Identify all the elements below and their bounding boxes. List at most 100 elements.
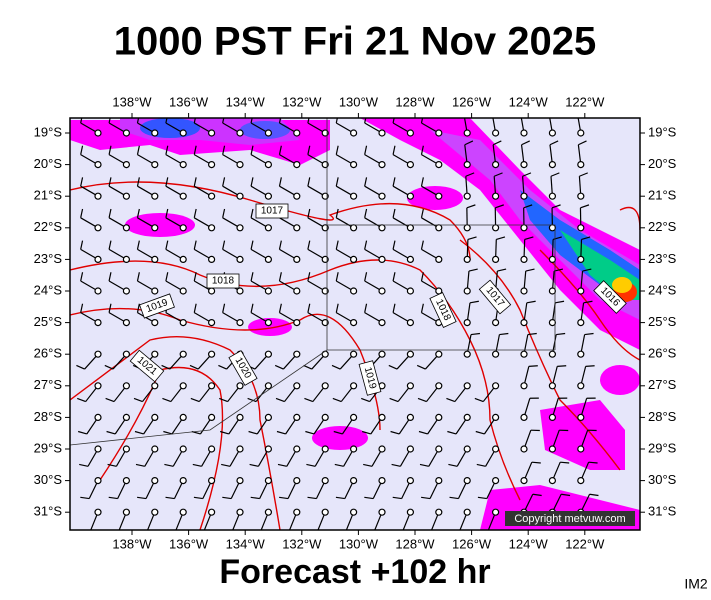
barb-flag [108, 303, 112, 313]
barb-flag [165, 145, 169, 155]
barb-flag [76, 364, 85, 370]
barb-flag [80, 208, 84, 218]
barb-flag [134, 430, 144, 435]
barb-flag [278, 272, 282, 282]
barb-station [208, 382, 216, 390]
barb-flag [469, 300, 479, 304]
barb-flag [104, 364, 114, 370]
barb-station [94, 129, 102, 137]
barb-station [492, 445, 500, 453]
barb-flag [388, 364, 398, 370]
barb-station [548, 287, 557, 295]
barb-station [350, 445, 358, 453]
lat-label: 23°S [648, 251, 677, 266]
barb-flag [335, 177, 339, 187]
lat-label: 27°S [34, 377, 63, 392]
barb-flag [421, 496, 431, 500]
barb-flag [555, 300, 565, 304]
barb-station [577, 287, 585, 295]
barb-station [236, 477, 244, 485]
barb-station [463, 192, 471, 200]
barb-flag [475, 430, 485, 435]
barb-flag [165, 272, 169, 282]
barb-station [122, 413, 131, 421]
barb-station [264, 477, 272, 485]
barb-station [179, 508, 187, 516]
barb-flag [164, 463, 174, 467]
barb-station [208, 287, 216, 295]
barb-station [208, 129, 216, 137]
barb-station [406, 129, 414, 137]
barb-station [293, 255, 301, 263]
barb-flag [392, 177, 396, 187]
barb-station [122, 477, 131, 485]
barb-flag [470, 332, 481, 336]
lat-label: 23°S [34, 251, 63, 266]
barb-flag [549, 140, 559, 146]
barb-station [151, 224, 159, 232]
barb-flag [222, 496, 232, 500]
barb-station [492, 382, 500, 390]
barb-station [350, 508, 358, 516]
barb-station [264, 350, 272, 358]
barb-flag [108, 145, 112, 155]
barb-flag [581, 236, 591, 240]
barb-station [122, 287, 131, 295]
barb-station [406, 255, 414, 263]
barb-station [151, 161, 159, 169]
barb-station [350, 477, 358, 485]
barb-flag [522, 172, 532, 177]
barb-station [463, 161, 471, 169]
barb-station [179, 477, 187, 485]
barb-station [463, 477, 471, 485]
barb-station [378, 319, 386, 327]
barb-station [264, 192, 272, 200]
barb-station [321, 445, 329, 453]
barb-station [350, 129, 358, 137]
barb-station [264, 287, 272, 295]
barb-station [94, 319, 102, 327]
barb-flag [554, 268, 564, 272]
barb-station [406, 287, 414, 295]
barb-station [179, 319, 187, 327]
barb-flag [193, 208, 197, 218]
barb-station [293, 445, 301, 453]
barb-station [264, 413, 272, 421]
barb-station [236, 161, 244, 169]
barb-station [293, 413, 301, 421]
barb-flag [136, 240, 140, 250]
barb-station [208, 255, 216, 263]
barb-flag [193, 496, 203, 500]
barb-flag [467, 236, 477, 240]
barb-station [350, 287, 358, 295]
barb-flag [136, 272, 140, 282]
barb-station [463, 445, 471, 453]
isobar-label: 1018 [212, 276, 235, 287]
barb-station [122, 255, 131, 263]
barb-flag [332, 397, 342, 403]
barb-flag [477, 496, 487, 500]
barb-flag [218, 364, 227, 370]
lon-label: 128°W [395, 536, 435, 551]
lat-label: 21°S [648, 188, 677, 203]
barb-flag [106, 430, 116, 435]
lon-label: 126°W [452, 536, 492, 551]
barb-station [406, 413, 414, 421]
lon-label: 124°W [509, 94, 549, 109]
barb-flag [80, 240, 84, 250]
barb-flag [221, 463, 231, 467]
barb-station [208, 445, 216, 453]
barb-station [378, 161, 386, 169]
barb-station [208, 224, 216, 232]
barb-station [577, 161, 585, 169]
barb-flag [335, 208, 339, 218]
barb-flag [137, 496, 147, 500]
barb-station [378, 255, 386, 263]
barb-station [492, 319, 500, 327]
barb-station [208, 477, 216, 485]
barb-station [577, 224, 585, 232]
barb-flag [165, 496, 175, 500]
barb-station [520, 161, 528, 169]
barb-station [94, 477, 102, 485]
